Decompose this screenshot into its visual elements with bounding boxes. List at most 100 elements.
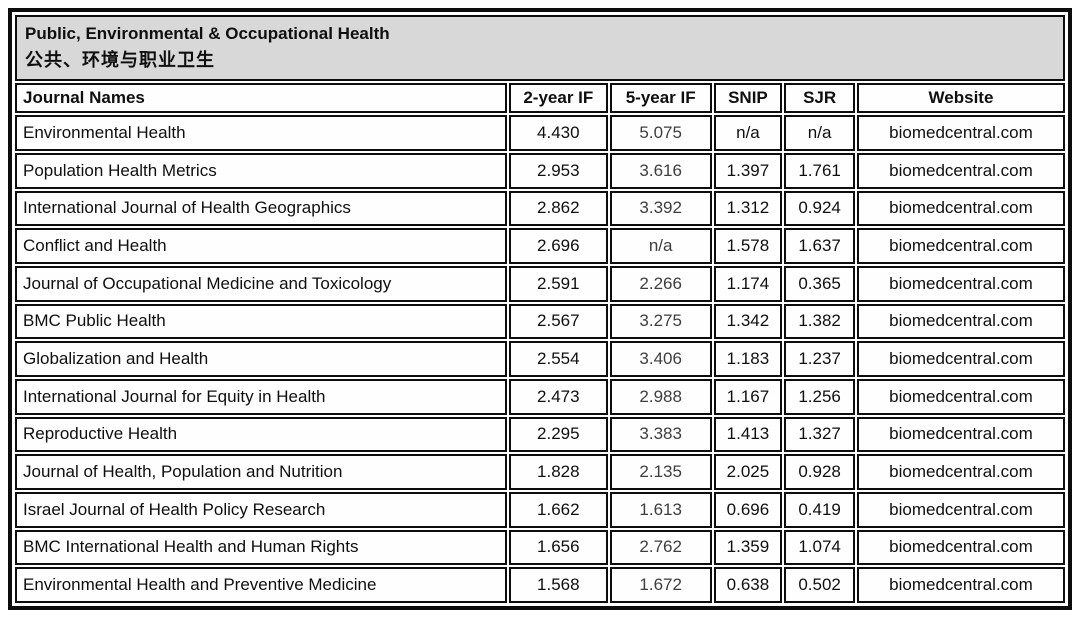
category-title-row: Public, Environmental & Occupational Hea…: [15, 15, 1065, 82]
category-title-chinese: 公共、环境与职业卫生: [25, 50, 215, 71]
snip-cell: 1.578: [713, 228, 783, 264]
snip-cell: 1.183: [713, 341, 783, 377]
2-year-if-cell: 1.656: [508, 529, 608, 566]
website-cell: biomedcentral.com: [856, 491, 1065, 528]
column-header-website: Website: [856, 83, 1065, 114]
2-year-if-cell: 2.554: [508, 341, 608, 377]
5-year-if-cell: 5.075: [609, 115, 712, 151]
5-year-if-cell: 2.988: [609, 378, 712, 415]
website-cell: biomedcentral.com: [856, 567, 1065, 603]
journal-metrics-table: Public, Environmental & Occupational Hea…: [13, 13, 1067, 605]
2-year-if-cell: 1.662: [508, 491, 608, 528]
website-cell: biomedcentral.com: [856, 341, 1065, 377]
table-row: Reproductive Health 2.295 3.383 1.413 1.…: [15, 416, 1065, 453]
sjr-cell: 1.237: [784, 341, 855, 377]
journal-name-cell: Reproductive Health: [15, 416, 507, 453]
snip-cell: 1.174: [713, 265, 783, 302]
sjr-cell: 0.924: [784, 190, 855, 227]
2-year-if-cell: 2.862: [508, 190, 608, 227]
sjr-cell: 1.761: [784, 152, 855, 189]
sjr-cell: 1.382: [784, 303, 855, 340]
5-year-if-cell: 3.616: [609, 152, 712, 189]
website-cell: biomedcentral.com: [856, 190, 1065, 227]
2-year-if-cell: 2.473: [508, 378, 608, 415]
table-row: Journal of Health, Population and Nutrit…: [15, 454, 1065, 490]
website-cell: biomedcentral.com: [856, 416, 1065, 453]
2-year-if-cell: 1.568: [508, 567, 608, 603]
column-header-5-year-if: 5-year IF: [609, 83, 712, 114]
journal-name-cell: Population Health Metrics: [15, 152, 507, 189]
2-year-if-cell: 2.591: [508, 265, 608, 302]
journal-name-cell: International Journal for Equity in Heal…: [15, 378, 507, 415]
snip-cell: 2.025: [713, 454, 783, 490]
journal-name-cell: International Journal of Health Geograph…: [15, 190, 507, 227]
sjr-cell: 1.637: [784, 228, 855, 264]
snip-cell: 0.638: [713, 567, 783, 603]
journal-name-cell: Environmental Health: [15, 115, 507, 151]
website-cell: biomedcentral.com: [856, 303, 1065, 340]
5-year-if-cell: 1.672: [609, 567, 712, 603]
journal-name-cell: BMC International Health and Human Right…: [15, 529, 507, 566]
snip-cell: 1.413: [713, 416, 783, 453]
sjr-cell: 0.928: [784, 454, 855, 490]
table-row: Environmental Health and Preventive Medi…: [15, 567, 1065, 603]
journal-name-cell: Globalization and Health: [15, 341, 507, 377]
5-year-if-cell: 3.383: [609, 416, 712, 453]
journal-name-cell: Journal of Occupational Medicine and Tox…: [15, 265, 507, 302]
5-year-if-cell: n/a: [609, 228, 712, 264]
snip-cell: 1.397: [713, 152, 783, 189]
sjr-cell: 0.365: [784, 265, 855, 302]
5-year-if-cell: 1.613: [609, 491, 712, 528]
column-header-2-year-if: 2-year IF: [508, 83, 608, 114]
website-cell: biomedcentral.com: [856, 228, 1065, 264]
sjr-cell: 1.074: [784, 529, 855, 566]
category-title-cell: Public, Environmental & Occupational Hea…: [15, 15, 1065, 82]
column-header-snip: SNIP: [713, 83, 783, 114]
table-row: International Journal for Equity in Heal…: [15, 378, 1065, 415]
website-cell: biomedcentral.com: [856, 378, 1065, 415]
2-year-if-cell: 4.430: [508, 115, 608, 151]
journal-metrics-table-frame: Public, Environmental & Occupational Hea…: [8, 8, 1072, 610]
5-year-if-cell: 3.275: [609, 303, 712, 340]
table-row: Conflict and Health 2.696 n/a 1.578 1.63…: [15, 228, 1065, 264]
website-cell: biomedcentral.com: [856, 152, 1065, 189]
5-year-if-cell: 3.406: [609, 341, 712, 377]
2-year-if-cell: 2.696: [508, 228, 608, 264]
column-header-journal-names: Journal Names: [15, 83, 507, 114]
sjr-cell: 0.419: [784, 491, 855, 528]
column-header-row: Journal Names 2-year IF 5-year IF SNIP S…: [15, 83, 1065, 114]
table-row: Israel Journal of Health Policy Research…: [15, 491, 1065, 528]
snip-cell: 0.696: [713, 491, 783, 528]
column-header-sjr: SJR: [784, 83, 855, 114]
table-row: International Journal of Health Geograph…: [15, 190, 1065, 227]
2-year-if-cell: 2.567: [508, 303, 608, 340]
snip-cell: 1.312: [713, 190, 783, 227]
table-row: BMC International Health and Human Right…: [15, 529, 1065, 566]
snip-cell: n/a: [713, 115, 783, 151]
snip-cell: 1.359: [713, 529, 783, 566]
journal-table-body: Public, Environmental & Occupational Hea…: [15, 15, 1065, 603]
5-year-if-cell: 2.135: [609, 454, 712, 490]
journal-name-cell: Israel Journal of Health Policy Research: [15, 491, 507, 528]
journal-name-cell: Environmental Health and Preventive Medi…: [15, 567, 507, 603]
journal-name-cell: Conflict and Health: [15, 228, 507, 264]
sjr-cell: 1.256: [784, 378, 855, 415]
table-row: Environmental Health 4.430 5.075 n/a n/a…: [15, 115, 1065, 151]
2-year-if-cell: 2.295: [508, 416, 608, 453]
5-year-if-cell: 3.392: [609, 190, 712, 227]
journal-name-cell: Journal of Health, Population and Nutrit…: [15, 454, 507, 490]
snip-cell: 1.167: [713, 378, 783, 415]
website-cell: biomedcentral.com: [856, 115, 1065, 151]
table-row: BMC Public Health 2.567 3.275 1.342 1.38…: [15, 303, 1065, 340]
table-row: Journal of Occupational Medicine and Tox…: [15, 265, 1065, 302]
snip-cell: 1.342: [713, 303, 783, 340]
sjr-cell: 0.502: [784, 567, 855, 603]
category-title-english: Public, Environmental & Occupational Hea…: [25, 24, 390, 43]
2-year-if-cell: 1.828: [508, 454, 608, 490]
2-year-if-cell: 2.953: [508, 152, 608, 189]
sjr-cell: n/a: [784, 115, 855, 151]
table-row: Globalization and Health 2.554 3.406 1.1…: [15, 341, 1065, 377]
website-cell: biomedcentral.com: [856, 454, 1065, 490]
5-year-if-cell: 2.762: [609, 529, 712, 566]
website-cell: biomedcentral.com: [856, 529, 1065, 566]
